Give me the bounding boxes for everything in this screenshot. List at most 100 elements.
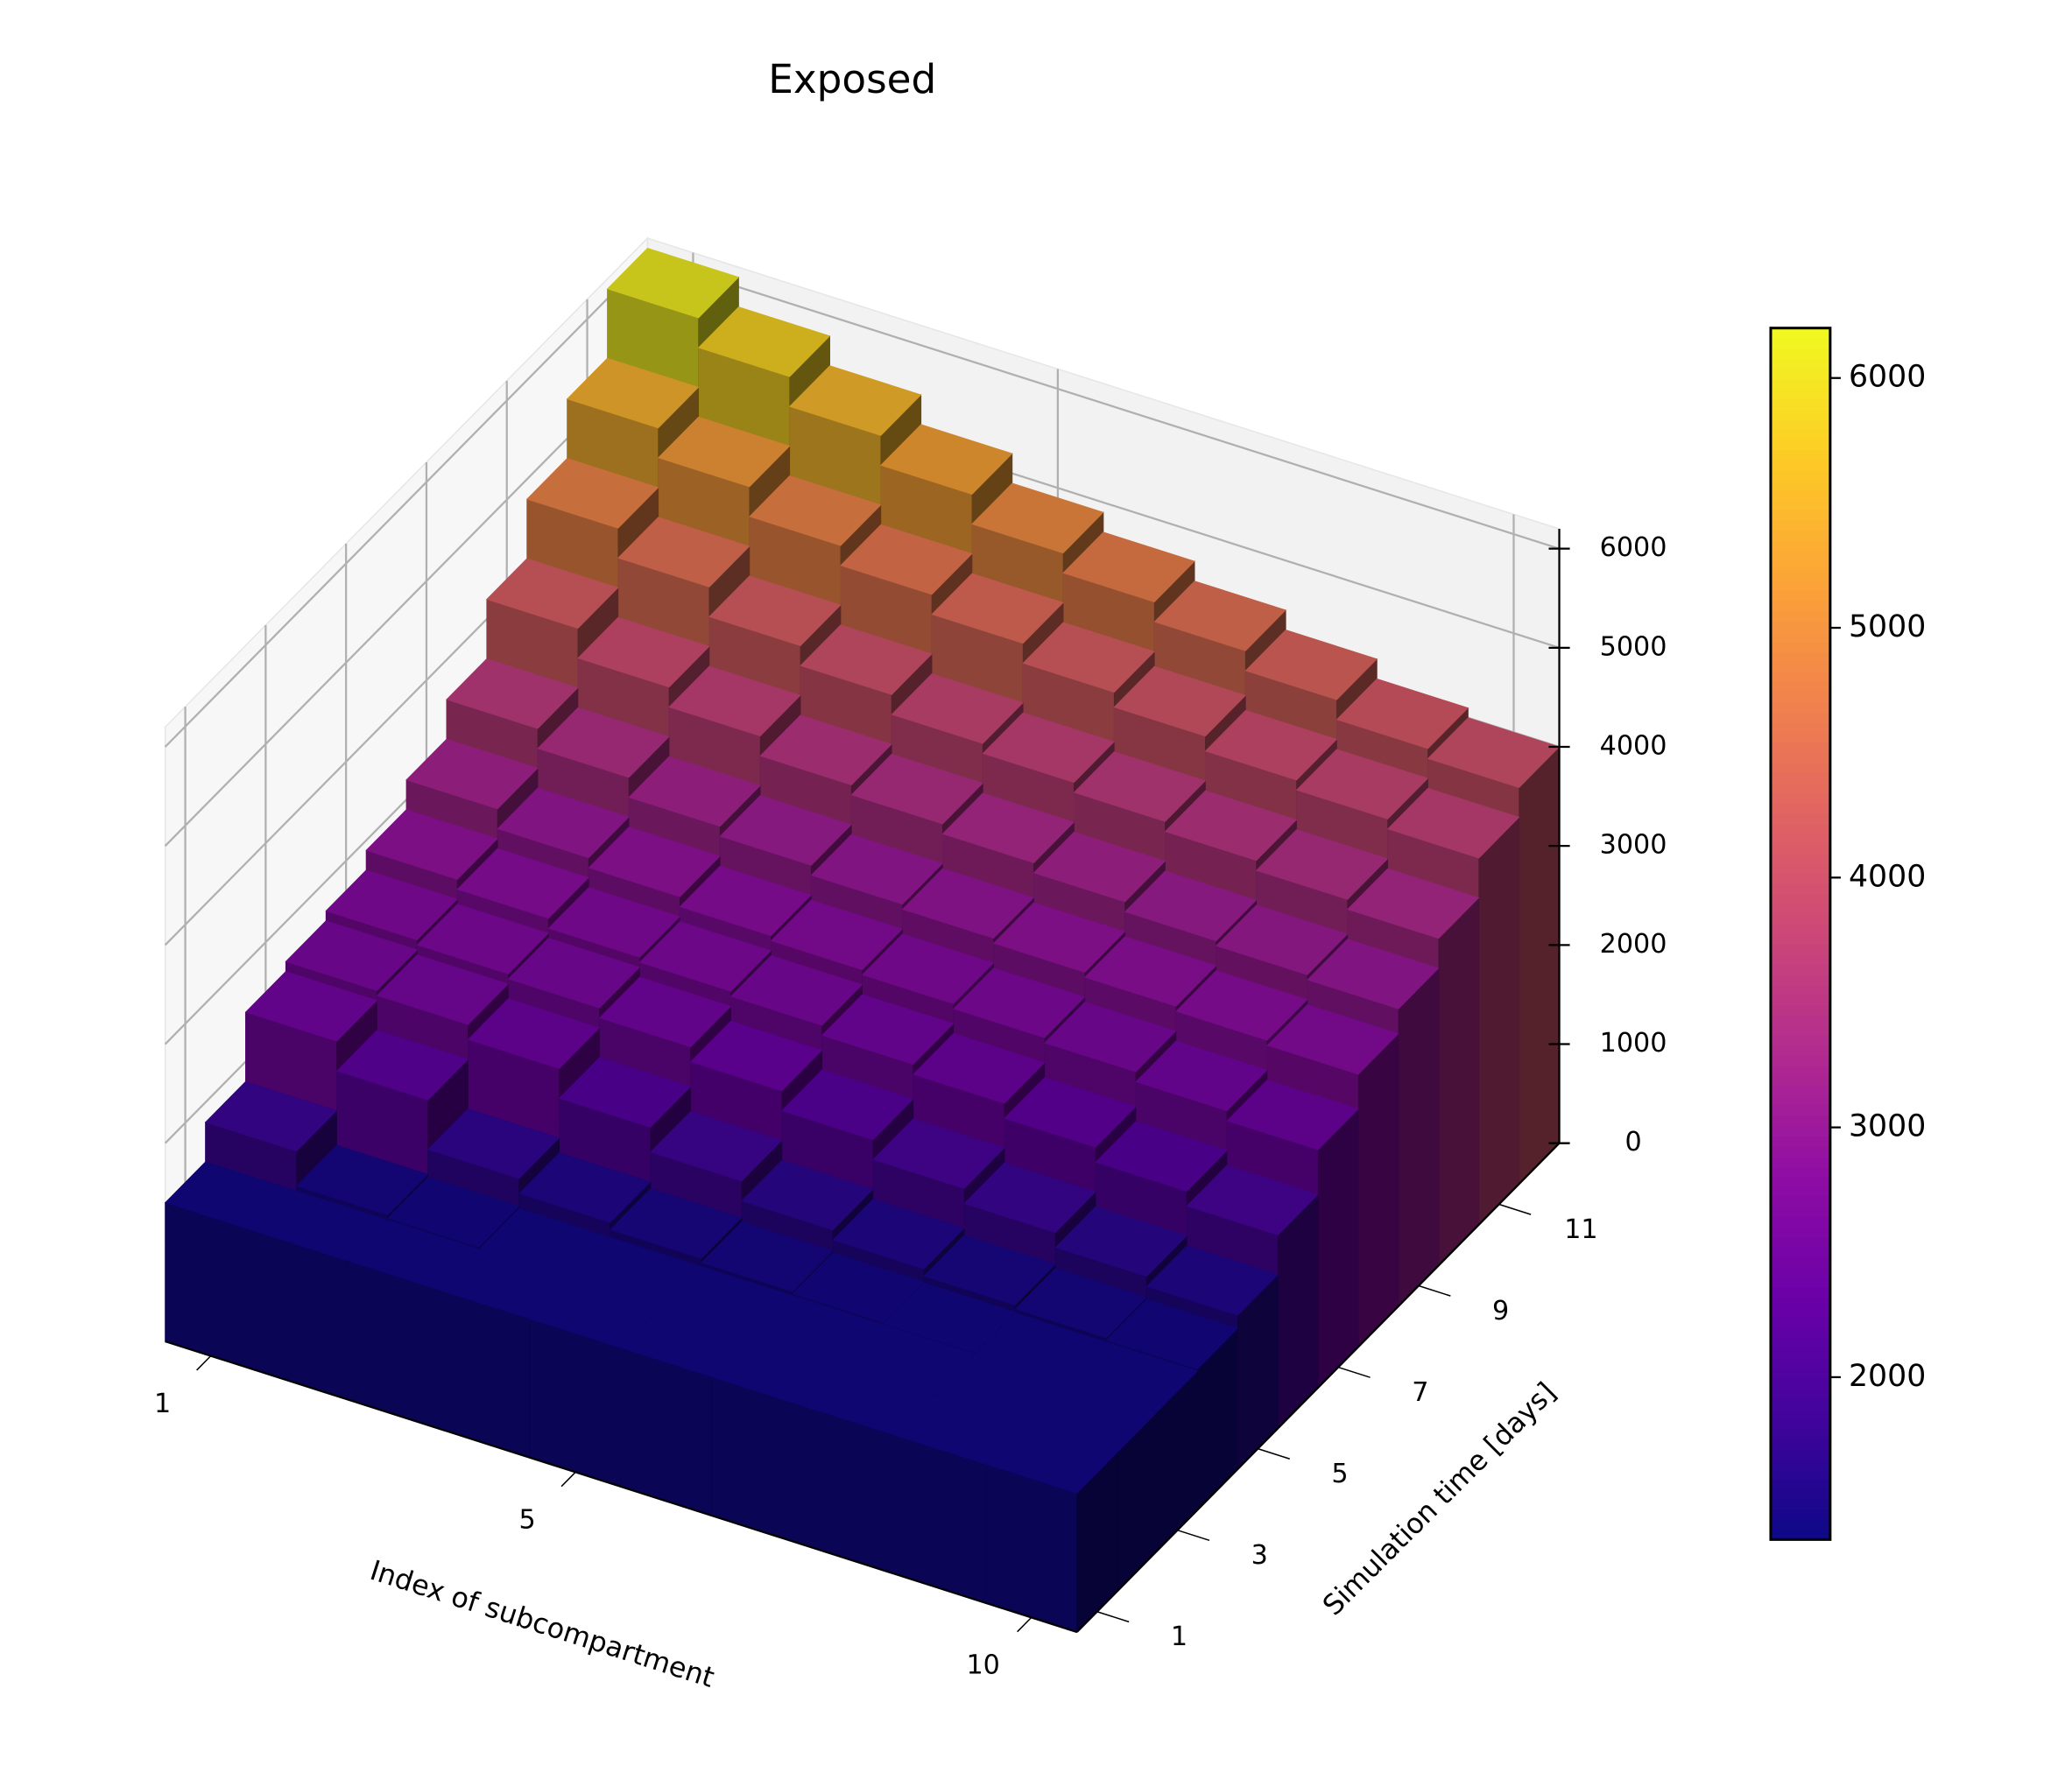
- colorbar-swatch: [1770, 1267, 1830, 1278]
- bar-top: [1266, 1003, 1399, 1075]
- bar-side: [1398, 967, 1440, 1307]
- bar-top: [913, 1033, 1046, 1104]
- colorbar-swatch: [1770, 327, 1830, 340]
- bar-top: [405, 738, 539, 810]
- bar-top: [792, 1252, 925, 1324]
- colorbar-swatch: [1770, 580, 1830, 592]
- y-tick: [1418, 1284, 1451, 1297]
- bar-top: [689, 1020, 823, 1092]
- bar-top: [971, 482, 1104, 554]
- colorbar-swatch: [1770, 539, 1830, 552]
- x-tick: [1017, 1616, 1032, 1633]
- bar-top: [497, 787, 630, 859]
- x-tick-label: 1: [154, 1389, 171, 1419]
- chart-title: Exposed: [768, 56, 936, 102]
- bar-top: [800, 624, 933, 695]
- bar-side: [1519, 746, 1560, 1185]
- colorbar-swatch: [1770, 813, 1830, 824]
- bar-top: [668, 665, 801, 737]
- colorbar-swatch: [1770, 348, 1830, 360]
- z-tick-label: 4000: [1600, 731, 1667, 762]
- bar-top: [1014, 1268, 1147, 1339]
- colorbar-swatch: [1770, 530, 1830, 541]
- colorbar-swatch: [1770, 338, 1830, 349]
- bar-top: [1153, 580, 1286, 651]
- colorbar-swatch: [1770, 630, 1830, 643]
- bar-top: [606, 247, 740, 319]
- bar-top: [729, 954, 863, 1026]
- bar-top: [657, 416, 791, 488]
- bar-top: [1255, 829, 1389, 900]
- bar-top: [1032, 831, 1166, 903]
- colorbar-swatch: [1770, 479, 1830, 491]
- colorbar-swatch: [1770, 873, 1830, 884]
- colorbar-swatch: [1770, 671, 1830, 683]
- colorbar-swatch: [1770, 1448, 1830, 1460]
- colorbar-swatch: [1770, 610, 1830, 622]
- bar-top: [1095, 1121, 1228, 1192]
- x-tick-label: 5: [518, 1505, 535, 1536]
- colorbar-swatch: [1770, 378, 1830, 390]
- colorbar-swatch: [1770, 1165, 1830, 1178]
- bar-top: [204, 1080, 338, 1152]
- bar-top: [525, 458, 659, 529]
- colorbar-swatch: [1770, 1519, 1830, 1530]
- y-tick: [1177, 1529, 1210, 1542]
- bar-top: [861, 933, 995, 1004]
- colorbar-swatch: [1770, 862, 1830, 875]
- bar-top: [376, 954, 510, 1025]
- bar-top: [387, 1177, 520, 1248]
- colorbar-swatch: [1770, 903, 1830, 915]
- colorbar-swatch: [1770, 559, 1830, 572]
- bar-top: [982, 712, 1115, 784]
- bar-top: [1073, 751, 1207, 822]
- colorbar-swatch: [1770, 681, 1830, 693]
- colorbar-swatch: [1770, 1045, 1830, 1056]
- colorbar-swatch: [1770, 1074, 1830, 1087]
- colorbar-swatch: [1770, 762, 1830, 773]
- colorbar-swatch: [1770, 499, 1830, 511]
- colorbar-swatch: [1770, 1307, 1830, 1319]
- colorbar-swatch: [1770, 510, 1830, 521]
- x-tick-label: 10: [966, 1650, 999, 1681]
- colorbar-swatch: [1770, 994, 1830, 1006]
- bar-top: [1186, 1164, 1319, 1236]
- y-tick: [1498, 1203, 1532, 1215]
- bar-top: [880, 424, 1013, 495]
- y-axis-line: [1075, 1142, 1561, 1633]
- bar-top: [832, 1199, 965, 1270]
- colorbar-swatch: [1770, 1418, 1830, 1430]
- colorbar-swatch: [1770, 1226, 1830, 1238]
- bar-top: [588, 827, 721, 897]
- bar-top: [295, 1144, 429, 1216]
- colorbar-swatch: [1770, 721, 1830, 733]
- bar-top: [1226, 1080, 1359, 1150]
- colorbar-swatch: [1770, 1408, 1830, 1419]
- colorbar-tick-label: 4000: [1849, 859, 1926, 894]
- colorbar-swatch: [1770, 368, 1830, 380]
- bar-top: [365, 809, 498, 880]
- bar-top: [486, 558, 619, 630]
- bar-top: [426, 1108, 560, 1179]
- bar-top: [518, 1152, 652, 1223]
- z-tick-label: 6000: [1600, 532, 1667, 563]
- bar-top: [923, 1235, 1056, 1305]
- bar-top: [537, 707, 670, 778]
- y-tick: [1337, 1366, 1371, 1378]
- bar-top: [507, 938, 641, 1009]
- colorbar-swatch: [1770, 489, 1830, 501]
- colorbar-frame: [1769, 327, 1832, 1541]
- colorbar-swatch: [1770, 358, 1830, 369]
- y-tick: [1096, 1611, 1130, 1623]
- colorbar-swatch: [1770, 822, 1830, 834]
- bar-top: [931, 573, 1064, 644]
- colorbar-swatch: [1770, 842, 1830, 855]
- colorbar-swatch: [1770, 833, 1830, 844]
- colorbar-tick-label: 5000: [1849, 609, 1926, 644]
- bar-top: [1347, 868, 1480, 939]
- y-tick: [1258, 1447, 1290, 1460]
- y-tick-label: 5: [1331, 1459, 1348, 1489]
- bar-top: [679, 865, 813, 937]
- bar-top: [1295, 749, 1429, 820]
- colorbar-swatch: [1770, 1297, 1830, 1309]
